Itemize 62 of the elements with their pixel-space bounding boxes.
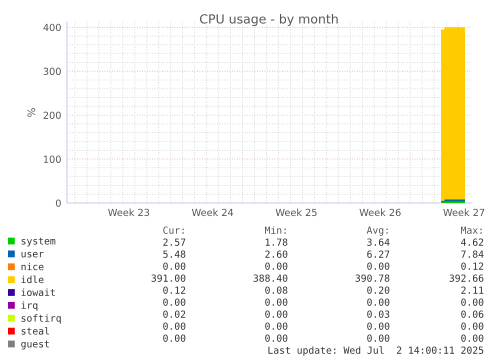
y-tick-label: 400	[43, 24, 61, 32]
text: 0.00	[367, 322, 390, 330]
text: Avg:	[366, 226, 388, 236]
text: 0.00	[265, 322, 288, 330]
text: 0.00	[367, 334, 390, 342]
legend-label: nice	[22, 262, 44, 270]
text: 0.00	[265, 298, 288, 306]
x-tick-label: Week 25	[276, 208, 317, 216]
legend-label: idle	[21, 276, 44, 284]
y-tick-label: 200	[44, 112, 61, 119]
legend-label: system	[22, 238, 56, 246]
y-tick-label: 300	[44, 68, 61, 76]
text: 6.27	[367, 250, 390, 258]
legend-label: guest	[21, 340, 49, 350]
text: 4.62	[461, 238, 484, 246]
text: 0.06	[461, 310, 484, 318]
text: 0.00	[163, 298, 186, 306]
text: 0.00	[461, 322, 484, 330]
text: 388.40	[254, 274, 288, 282]
y-axis-title: %	[27, 108, 36, 117]
text: 2.57	[163, 238, 186, 246]
legend-label: iowait	[21, 288, 55, 296]
text: 0.00	[163, 262, 186, 270]
text: 2.60	[265, 250, 288, 258]
text: 0.00	[461, 334, 484, 342]
text: 0.12	[461, 262, 484, 270]
x-tick-label: Week 24	[192, 208, 234, 216]
text: 0.00	[265, 310, 288, 318]
text: 0.00	[265, 334, 288, 342]
text: 5.48	[163, 250, 186, 258]
text: 0.00	[367, 262, 390, 270]
text: Cur:	[163, 226, 184, 234]
text: 392.66	[450, 274, 484, 282]
legend-label: softirq	[22, 314, 61, 324]
text: 0.02	[163, 310, 186, 318]
chart-title: CPU usage - by month	[200, 14, 338, 26]
text: 0.00	[163, 334, 186, 342]
text: 1.78	[266, 238, 288, 246]
x-tick-label: Week 27	[443, 208, 484, 216]
y-tick-label: 0	[56, 199, 61, 207]
text: 0.12	[163, 286, 186, 294]
text: 3.64	[367, 238, 390, 246]
x-tick-label: Week 23	[108, 208, 150, 216]
text: Last update: Wed Jul 2 14:00:11 2025	[268, 346, 484, 356]
text: 0.00	[163, 322, 186, 330]
y-tick-label: 100	[44, 156, 61, 163]
legend-label: user	[22, 252, 44, 258]
text: 0.00	[367, 298, 390, 306]
text: 0.00	[265, 262, 288, 270]
text: 390.78	[356, 274, 390, 282]
text: Min:	[264, 226, 286, 234]
text: Max:	[460, 226, 482, 234]
legend-label: steal	[22, 327, 49, 335]
text: 7.84	[461, 250, 484, 258]
legend-label: irq	[21, 301, 38, 311]
text: 2.11	[461, 286, 484, 294]
text: 0.03	[367, 310, 390, 318]
text: 0.00	[461, 298, 484, 306]
text: 0.08	[265, 286, 288, 294]
x-tick-label: Week 26	[360, 208, 401, 216]
text: 391.00	[152, 274, 186, 282]
text: 0.20	[367, 286, 390, 294]
